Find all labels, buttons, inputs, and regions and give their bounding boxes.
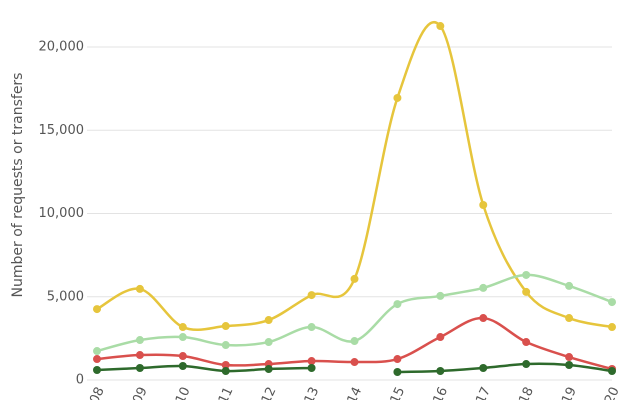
data-point (565, 353, 574, 362)
x-tick-label: 17 (473, 385, 494, 400)
data-point (221, 322, 230, 331)
y-axis-title: Number of requests or transfers (10, 73, 26, 298)
data-point (178, 323, 187, 332)
data-point (479, 364, 488, 373)
data-point (135, 364, 144, 373)
data-point (93, 347, 101, 356)
y-tick-label: 5,000 (47, 289, 84, 304)
data-point (307, 357, 316, 366)
x-tick-label: 10 (173, 385, 194, 400)
data-point (307, 323, 316, 332)
x-tick-label: 08 (87, 385, 108, 400)
data-point (264, 316, 273, 325)
data-point (393, 300, 402, 309)
data-point (522, 287, 531, 296)
data-point (178, 333, 187, 342)
data-point (178, 362, 187, 371)
x-tick-label: 12 (259, 385, 280, 400)
data-point (221, 367, 230, 376)
y-tick-label: 20,000 (39, 40, 85, 55)
data-point (522, 338, 531, 347)
x-tick-label: 15 (388, 385, 409, 400)
data-point (479, 314, 488, 323)
data-point (93, 305, 101, 314)
data-point (479, 283, 488, 292)
data-point (350, 337, 359, 346)
x-tick-label: 14 (345, 385, 366, 400)
data-point (608, 298, 616, 307)
x-tick-label: 11 (216, 385, 237, 400)
data-point (135, 351, 144, 360)
data-point (436, 333, 445, 342)
data-point (522, 270, 531, 279)
data-point (436, 367, 445, 376)
data-point (307, 291, 316, 300)
data-point (350, 274, 359, 283)
y-tick-label: 15,000 (39, 123, 85, 138)
data-point (264, 365, 273, 374)
data-point (436, 291, 445, 300)
data-point (93, 355, 101, 364)
data-point (178, 352, 187, 361)
data-point (393, 93, 402, 102)
data-point (264, 338, 273, 347)
x-tick-label: 16 (431, 385, 452, 400)
series-line (96, 21, 613, 332)
data-point (350, 358, 359, 367)
data-point (93, 366, 101, 375)
data-point (221, 341, 230, 350)
data-point (135, 284, 144, 293)
x-tick-label: 18 (516, 385, 537, 400)
data-point (135, 336, 144, 345)
x-tick-label: 20 (602, 385, 623, 400)
x-tick-label: 09 (130, 385, 151, 400)
data-point (436, 22, 445, 31)
y-tick-label: 10,000 (39, 206, 85, 221)
data-point (565, 314, 574, 323)
x-tick-label: 13 (302, 385, 323, 400)
data-point (608, 323, 616, 332)
data-point (221, 361, 230, 370)
data-point (565, 281, 574, 290)
data-point (522, 360, 531, 369)
data-point (393, 355, 402, 364)
data-point (565, 361, 574, 370)
y-tick-label: 0 (76, 373, 84, 388)
data-point (479, 201, 488, 210)
data-point (393, 368, 402, 377)
x-tick-label: 19 (559, 385, 580, 400)
data-point (608, 367, 616, 376)
data-point (307, 364, 316, 373)
